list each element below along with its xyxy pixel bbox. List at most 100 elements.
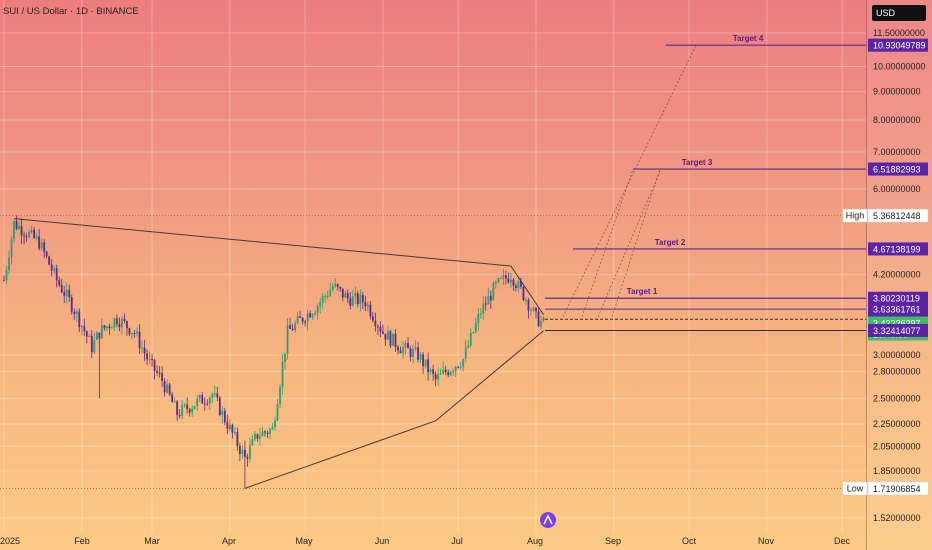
candle-body: [146, 353, 148, 360]
price-tag-box: [868, 291, 928, 305]
candle-body: [407, 343, 409, 349]
price-tag-text: 1.71906854: [873, 484, 921, 494]
candle-body: [75, 311, 78, 314]
candle-body: [316, 306, 319, 313]
price-tick-label: 8.00000000: [873, 115, 921, 125]
target-label: Target 1: [627, 287, 658, 296]
candle-body: [279, 386, 281, 405]
candle-body: [304, 321, 307, 323]
candle-body: [30, 229, 33, 233]
candle-body: [349, 298, 352, 306]
candle-body: [447, 372, 450, 375]
candle-body: [121, 318, 123, 328]
target-label: Target 2: [655, 238, 686, 247]
candle-body: [53, 268, 56, 271]
candle-body: [467, 345, 470, 348]
candle-body: [58, 280, 61, 285]
price-tick-label: 1.85000000: [873, 466, 921, 476]
time-tick-label: Apr: [222, 536, 236, 546]
candle-body: [366, 304, 369, 307]
price-tick-label: 1.52000000: [873, 513, 921, 523]
candle-body: [261, 431, 264, 437]
price-tag-label: High: [846, 211, 865, 221]
candle-body: [384, 333, 387, 340]
candle-body: [201, 395, 204, 404]
candle-body: [429, 369, 432, 373]
candle-body: [472, 332, 475, 334]
candle-body: [266, 432, 269, 434]
candle-body: [3, 280, 5, 282]
candle-body: [439, 373, 442, 375]
price-tag-box: [868, 302, 928, 316]
candle-body: [40, 242, 43, 249]
price-tag-box: [868, 38, 928, 52]
price-tag-box: [868, 242, 928, 256]
price-tick-label: 10.00000000: [873, 61, 926, 71]
candle-body: [151, 359, 153, 361]
projection-line: [611, 168, 661, 317]
candle-body: [274, 420, 276, 428]
candle-body: [85, 331, 88, 337]
candle-body: [525, 299, 527, 301]
candle-body: [156, 370, 158, 373]
candle-body: [489, 295, 492, 301]
candle-body: [65, 289, 68, 296]
candle-body: [336, 284, 339, 287]
candle-body: [111, 327, 113, 329]
currency-button[interactable]: USD: [872, 5, 926, 21]
candle-body: [387, 331, 389, 340]
candle-body: [18, 226, 20, 229]
price-tag-text: 4.67138199: [873, 244, 921, 254]
candle-body: [183, 404, 186, 406]
candle-body: [306, 313, 309, 323]
time-tick-labels: 2025 Feb Mar Apr May Jun Jul Aug Sep Oct Nov Dec: [0, 536, 850, 546]
candle-body: [482, 303, 485, 314]
candle-body: [462, 358, 465, 367]
candle-body: [171, 394, 174, 403]
candle-body: [141, 347, 143, 349]
candle-body: [532, 307, 535, 311]
candle-body: [454, 366, 457, 372]
candle-body: [103, 325, 106, 329]
candle-body: [331, 286, 334, 290]
candle-body: [492, 283, 495, 301]
candle-body: [241, 449, 244, 454]
time-tick-label: Oct: [682, 536, 697, 546]
price-tag-box: [868, 323, 928, 337]
upper-trendline-end: [510, 265, 544, 315]
tradingview-logo-icon[interactable]: [540, 512, 556, 528]
candle-body: [510, 279, 512, 283]
candle-body: [356, 293, 359, 305]
candle-body: [256, 434, 259, 439]
time-tick-label: Jun: [375, 536, 390, 546]
price-tag-box: [867, 208, 929, 223]
time-tick-label: 2025: [0, 536, 20, 546]
price-tick-labels: 11.50000000 10.00000000 9.00000000 8.000000…: [873, 28, 926, 523]
price-tick-label: 6.00000000: [873, 184, 921, 194]
candle-body: [93, 339, 96, 353]
candle-body: [359, 294, 362, 305]
logo-mark: [543, 514, 553, 525]
candle-body: [88, 336, 91, 338]
candle-body: [10, 238, 13, 258]
candle-body: [299, 316, 302, 318]
candle-body: [484, 303, 487, 305]
candle-body: [73, 311, 76, 314]
candle-body: [457, 366, 460, 368]
time-tick-label: Mar: [144, 536, 160, 546]
candle-body: [324, 295, 327, 297]
candle-body: [95, 332, 98, 340]
target-label: Target 4: [733, 34, 764, 43]
candle-body: [377, 326, 379, 328]
price-axis[interactable]: [866, 0, 932, 550]
candle-body: [158, 372, 161, 374]
candle-body: [116, 318, 118, 324]
candle-body: [515, 285, 517, 288]
time-tick-label: May: [295, 536, 313, 546]
candle-body: [434, 373, 437, 380]
candle-body: [361, 294, 364, 303]
candle-body: [60, 284, 63, 293]
candle-body: [479, 313, 482, 315]
candle-body: [520, 280, 522, 287]
